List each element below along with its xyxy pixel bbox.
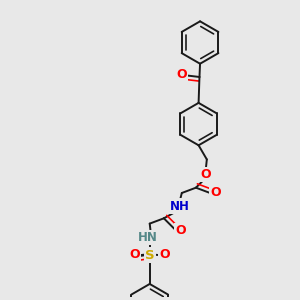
- Text: O: O: [176, 68, 187, 81]
- Text: O: O: [176, 224, 186, 237]
- Text: O: O: [211, 186, 221, 199]
- Text: O: O: [200, 168, 211, 181]
- Text: NH: NH: [170, 200, 190, 213]
- Text: S: S: [145, 249, 155, 262]
- Text: O: O: [160, 248, 170, 261]
- Text: HN: HN: [138, 231, 158, 244]
- Text: O: O: [129, 248, 140, 261]
